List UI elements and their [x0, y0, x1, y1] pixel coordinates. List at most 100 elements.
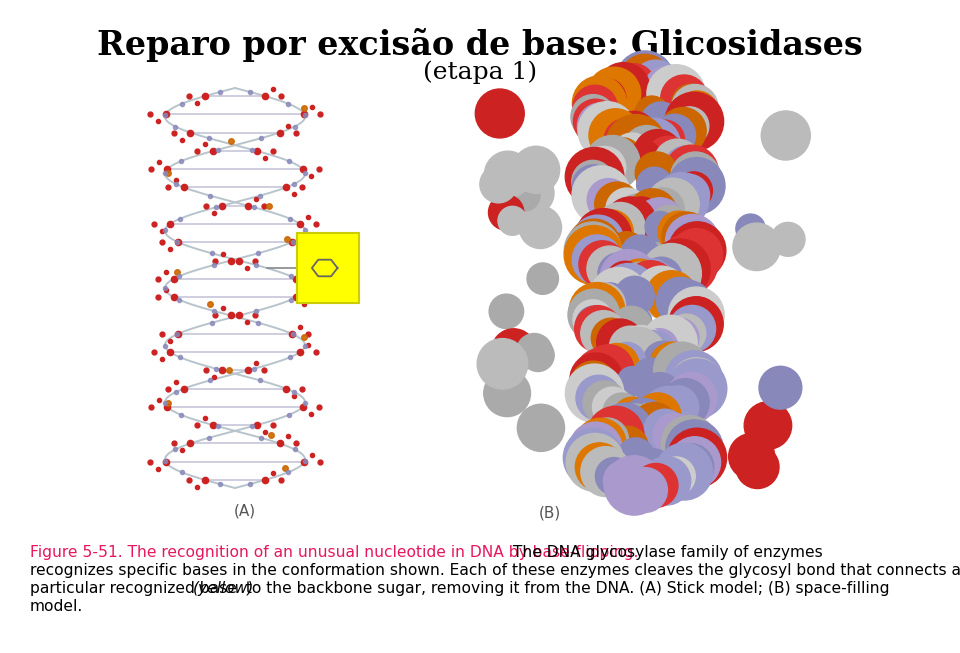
- Circle shape: [667, 314, 706, 353]
- Circle shape: [665, 92, 724, 151]
- Circle shape: [519, 206, 562, 249]
- Circle shape: [576, 306, 612, 342]
- Circle shape: [592, 387, 633, 427]
- Circle shape: [641, 328, 678, 366]
- Circle shape: [675, 172, 712, 209]
- Circle shape: [517, 404, 564, 451]
- Circle shape: [668, 157, 725, 214]
- Circle shape: [578, 102, 636, 160]
- Circle shape: [613, 397, 651, 436]
- Circle shape: [620, 197, 662, 240]
- Circle shape: [662, 280, 713, 331]
- Circle shape: [600, 263, 657, 321]
- Circle shape: [643, 387, 693, 437]
- Circle shape: [654, 342, 709, 398]
- Circle shape: [659, 318, 699, 358]
- Circle shape: [586, 78, 626, 119]
- Text: (etapa 1): (etapa 1): [423, 60, 537, 84]
- Circle shape: [586, 418, 629, 460]
- Text: Reparo por excisão de base: Glicosidases: Reparo por excisão de base: Glicosidases: [97, 28, 863, 62]
- Circle shape: [636, 167, 672, 203]
- Circle shape: [666, 372, 717, 423]
- Circle shape: [588, 406, 644, 463]
- Circle shape: [583, 381, 626, 424]
- Circle shape: [485, 151, 531, 198]
- Circle shape: [624, 464, 659, 499]
- Circle shape: [588, 67, 640, 120]
- Circle shape: [674, 430, 720, 476]
- Circle shape: [640, 102, 681, 142]
- Circle shape: [627, 336, 657, 366]
- Text: (yellow): (yellow): [193, 581, 254, 596]
- Circle shape: [668, 222, 726, 279]
- Circle shape: [645, 120, 684, 159]
- Circle shape: [761, 111, 810, 160]
- Circle shape: [589, 268, 648, 326]
- Circle shape: [513, 146, 560, 193]
- Circle shape: [670, 358, 723, 411]
- Circle shape: [587, 246, 633, 292]
- Circle shape: [644, 409, 685, 451]
- Circle shape: [584, 146, 626, 189]
- Circle shape: [574, 434, 612, 472]
- Circle shape: [601, 138, 642, 179]
- Circle shape: [675, 297, 720, 342]
- Circle shape: [672, 239, 714, 280]
- Circle shape: [636, 266, 687, 318]
- Circle shape: [606, 188, 648, 230]
- Circle shape: [509, 180, 540, 211]
- Circle shape: [665, 214, 719, 268]
- Circle shape: [632, 449, 674, 491]
- Circle shape: [614, 263, 664, 312]
- Text: (B): (B): [539, 505, 562, 520]
- Circle shape: [575, 418, 626, 470]
- Circle shape: [591, 318, 631, 358]
- Circle shape: [627, 259, 675, 307]
- Circle shape: [489, 195, 524, 230]
- Circle shape: [629, 332, 669, 372]
- Circle shape: [621, 235, 659, 273]
- Circle shape: [653, 413, 696, 456]
- Circle shape: [564, 225, 623, 285]
- Circle shape: [588, 210, 634, 254]
- Circle shape: [667, 359, 727, 419]
- Circle shape: [676, 91, 718, 133]
- Circle shape: [643, 67, 689, 112]
- Circle shape: [656, 443, 712, 500]
- Circle shape: [658, 234, 717, 294]
- Circle shape: [595, 343, 639, 388]
- Circle shape: [579, 283, 626, 329]
- Circle shape: [572, 161, 613, 202]
- Circle shape: [635, 393, 682, 439]
- Circle shape: [634, 464, 678, 507]
- Circle shape: [668, 297, 723, 351]
- Circle shape: [613, 64, 655, 106]
- Circle shape: [572, 165, 614, 207]
- Text: The DNA glycosylase family of enzymes: The DNA glycosylase family of enzymes: [508, 545, 823, 560]
- Circle shape: [568, 289, 619, 341]
- Circle shape: [661, 415, 718, 472]
- Circle shape: [571, 95, 615, 139]
- Circle shape: [569, 283, 625, 338]
- Circle shape: [477, 338, 528, 389]
- Circle shape: [642, 188, 684, 230]
- Circle shape: [572, 166, 631, 225]
- Circle shape: [664, 145, 718, 199]
- Circle shape: [744, 402, 792, 449]
- Circle shape: [635, 198, 684, 248]
- Circle shape: [609, 342, 645, 379]
- Circle shape: [614, 404, 658, 447]
- Circle shape: [571, 215, 624, 267]
- Circle shape: [640, 61, 674, 94]
- Circle shape: [611, 306, 652, 347]
- Circle shape: [617, 265, 648, 295]
- Circle shape: [648, 206, 692, 249]
- Text: Figure 5-51. The recognition of an unusual nucleotide in DNA by base-flipping.: Figure 5-51. The recognition of an unusu…: [30, 545, 638, 560]
- Circle shape: [570, 353, 623, 406]
- Circle shape: [498, 206, 527, 235]
- Circle shape: [597, 319, 644, 366]
- Circle shape: [575, 208, 632, 264]
- Circle shape: [606, 261, 645, 300]
- Circle shape: [589, 109, 642, 162]
- Circle shape: [581, 311, 626, 356]
